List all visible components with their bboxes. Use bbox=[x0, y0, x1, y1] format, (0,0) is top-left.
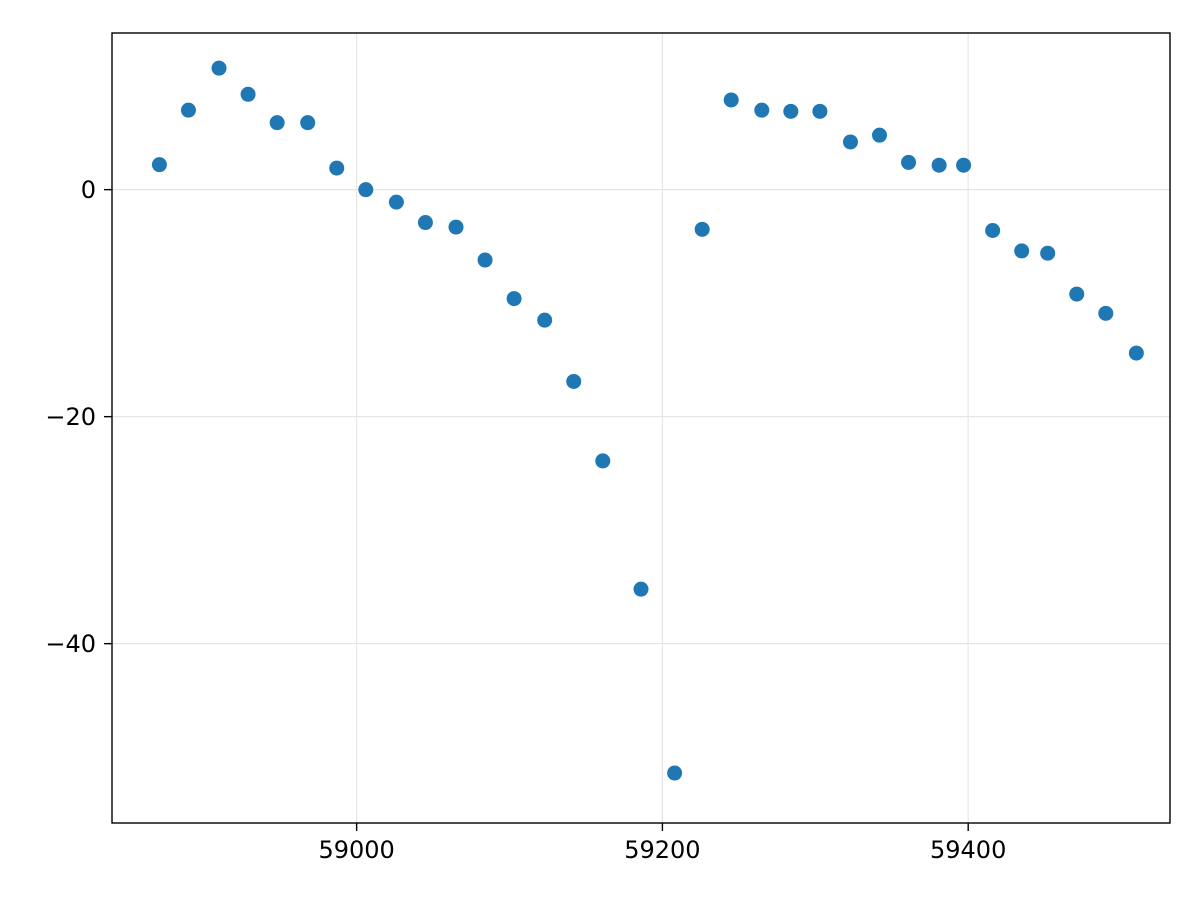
x-tick-label: 59400 bbox=[930, 836, 1006, 864]
chart-svg: 59000 59200 59400 −40 −20 0 bbox=[0, 0, 1200, 900]
data-point bbox=[418, 215, 433, 230]
scatter-chart: 59000 59200 59400 −40 −20 0 bbox=[0, 0, 1200, 900]
data-point bbox=[1069, 287, 1084, 302]
data-point bbox=[1014, 243, 1029, 258]
data-point bbox=[152, 157, 167, 172]
data-point bbox=[872, 128, 887, 143]
data-point bbox=[932, 158, 947, 173]
data-point bbox=[634, 582, 649, 597]
chart-background bbox=[0, 0, 1200, 900]
data-point bbox=[181, 103, 196, 118]
data-point bbox=[1040, 246, 1055, 261]
y-tick-label: −20 bbox=[45, 403, 96, 431]
data-point bbox=[595, 453, 610, 468]
data-point bbox=[754, 103, 769, 118]
data-point bbox=[478, 253, 493, 268]
data-point bbox=[1098, 306, 1113, 321]
x-tick-label: 59200 bbox=[624, 836, 700, 864]
data-point bbox=[566, 374, 581, 389]
data-point bbox=[956, 158, 971, 173]
data-point bbox=[270, 115, 285, 130]
data-point bbox=[389, 195, 404, 210]
data-point bbox=[241, 87, 256, 102]
y-tick-label: 0 bbox=[81, 176, 96, 204]
data-point bbox=[901, 155, 916, 170]
data-point bbox=[783, 104, 798, 119]
data-point bbox=[1129, 346, 1144, 361]
data-point bbox=[667, 766, 682, 781]
data-point bbox=[537, 313, 552, 328]
data-point bbox=[812, 104, 827, 119]
data-point bbox=[449, 220, 464, 235]
data-point bbox=[695, 222, 710, 237]
data-point bbox=[300, 115, 315, 130]
data-point bbox=[843, 134, 858, 149]
data-point bbox=[985, 223, 1000, 238]
data-point bbox=[724, 92, 739, 107]
data-point bbox=[212, 61, 227, 76]
y-tick-label: −40 bbox=[45, 630, 96, 658]
data-point bbox=[358, 182, 373, 197]
data-point bbox=[507, 291, 522, 306]
data-point bbox=[329, 161, 344, 176]
x-tick-label: 59000 bbox=[318, 836, 394, 864]
